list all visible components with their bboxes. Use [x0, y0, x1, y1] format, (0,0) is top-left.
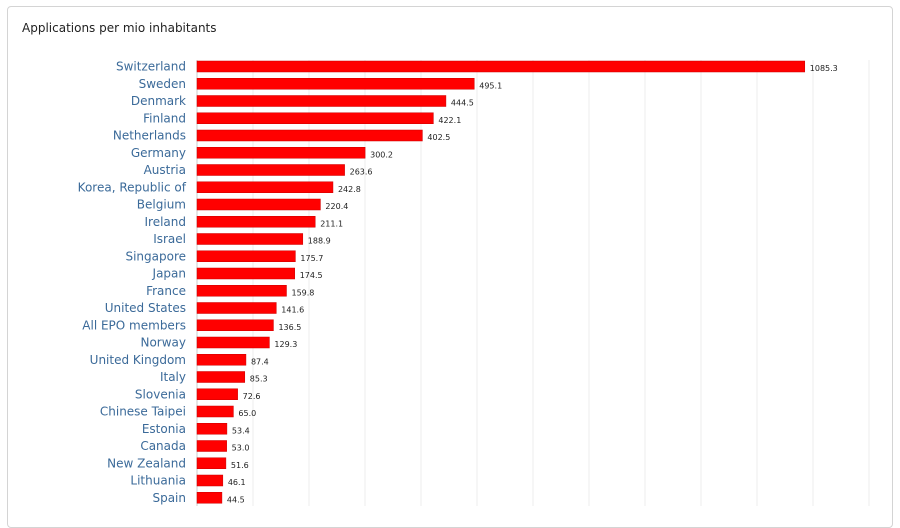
- category-label: Netherlands: [113, 129, 186, 143]
- category-label: New Zealand: [107, 456, 186, 470]
- category-label: Italy: [160, 370, 186, 384]
- data-label: 300.2: [370, 150, 393, 159]
- bar: [196, 216, 316, 228]
- bar: [196, 250, 296, 262]
- data-label: 85.3: [250, 375, 268, 384]
- category-label: Belgium: [137, 198, 186, 212]
- bar: [196, 95, 447, 107]
- data-label: 141.6: [281, 306, 304, 315]
- bar: [196, 198, 321, 211]
- bar-chart: Switzerland 1085.3 Sweden 495.1 Denmark 444.5…: [78, 60, 870, 506]
- bar: [196, 336, 270, 349]
- data-label: 188.9: [308, 237, 331, 246]
- bar: [196, 285, 287, 297]
- category-label: Denmark: [131, 94, 186, 108]
- category-label: Sweden: [139, 77, 186, 91]
- category-label: Lithuania: [130, 474, 186, 488]
- data-label: 242.8: [338, 185, 361, 194]
- category-label: United States: [105, 301, 186, 315]
- data-label: 136.5: [278, 323, 301, 332]
- data-label: 444.5: [451, 99, 474, 108]
- category-label: Ireland: [144, 215, 186, 229]
- category-label: Korea, Republic of: [78, 180, 187, 194]
- bar: [196, 78, 475, 90]
- category-label: Canada: [140, 439, 186, 453]
- bar: [196, 147, 366, 159]
- bar: [196, 233, 304, 245]
- bar: [196, 112, 434, 124]
- data-label: 72.6: [243, 392, 261, 401]
- data-label: 129.3: [274, 340, 297, 349]
- bar: [196, 457, 227, 469]
- data-label: 51.6: [231, 461, 249, 470]
- chart-title: Applications per mio inhabitants: [22, 21, 217, 35]
- bar: [196, 181, 334, 193]
- data-label: 495.1: [479, 81, 502, 90]
- category-label: Slovenia: [135, 387, 186, 401]
- bar: [196, 354, 247, 366]
- data-label: 220.4: [325, 202, 348, 211]
- bar: [196, 388, 238, 400]
- bar: [196, 319, 274, 331]
- category-label: Norway: [140, 336, 186, 350]
- data-label: 211.1: [320, 219, 343, 228]
- data-label: 46.1: [228, 478, 246, 487]
- category-label: Japan: [152, 267, 186, 281]
- data-label: 263.6: [350, 168, 373, 177]
- bar: [196, 302, 277, 314]
- data-label: 422.1: [438, 116, 461, 125]
- data-label: 53.0: [232, 444, 250, 453]
- category-label: United Kingdom: [90, 353, 186, 367]
- bar: [196, 492, 223, 504]
- category-label: Israel: [153, 232, 186, 246]
- category-label: Estonia: [142, 422, 186, 436]
- data-label: 53.4: [232, 426, 250, 435]
- category-label: Finland: [143, 111, 186, 125]
- bar: [196, 267, 295, 280]
- bar: [196, 405, 234, 418]
- bar: [196, 440, 227, 452]
- bar: [196, 423, 228, 435]
- data-label: 87.4: [251, 357, 269, 366]
- category-label: Austria: [144, 163, 186, 177]
- data-label: 159.8: [291, 288, 314, 297]
- data-label: 44.5: [227, 495, 245, 504]
- data-label: 65.0: [238, 409, 256, 418]
- chart-panel: [7, 6, 893, 528]
- category-label: Chinese Taipei: [100, 405, 186, 419]
- category-label: Spain: [152, 491, 186, 505]
- bar: [196, 129, 423, 142]
- category-label: All EPO members: [82, 318, 186, 332]
- bar: [196, 371, 246, 383]
- bar: [196, 474, 224, 487]
- category-label: France: [146, 284, 186, 298]
- data-label: 174.5: [300, 271, 323, 280]
- data-label: 402.5: [427, 133, 450, 142]
- data-label: 1085.3: [810, 64, 838, 73]
- category-label: Singapore: [125, 249, 186, 263]
- bar: [196, 60, 806, 73]
- category-label: Switzerland: [116, 60, 186, 74]
- bar: [196, 164, 345, 176]
- data-label: 175.7: [300, 254, 323, 263]
- category-label: Germany: [131, 146, 186, 160]
